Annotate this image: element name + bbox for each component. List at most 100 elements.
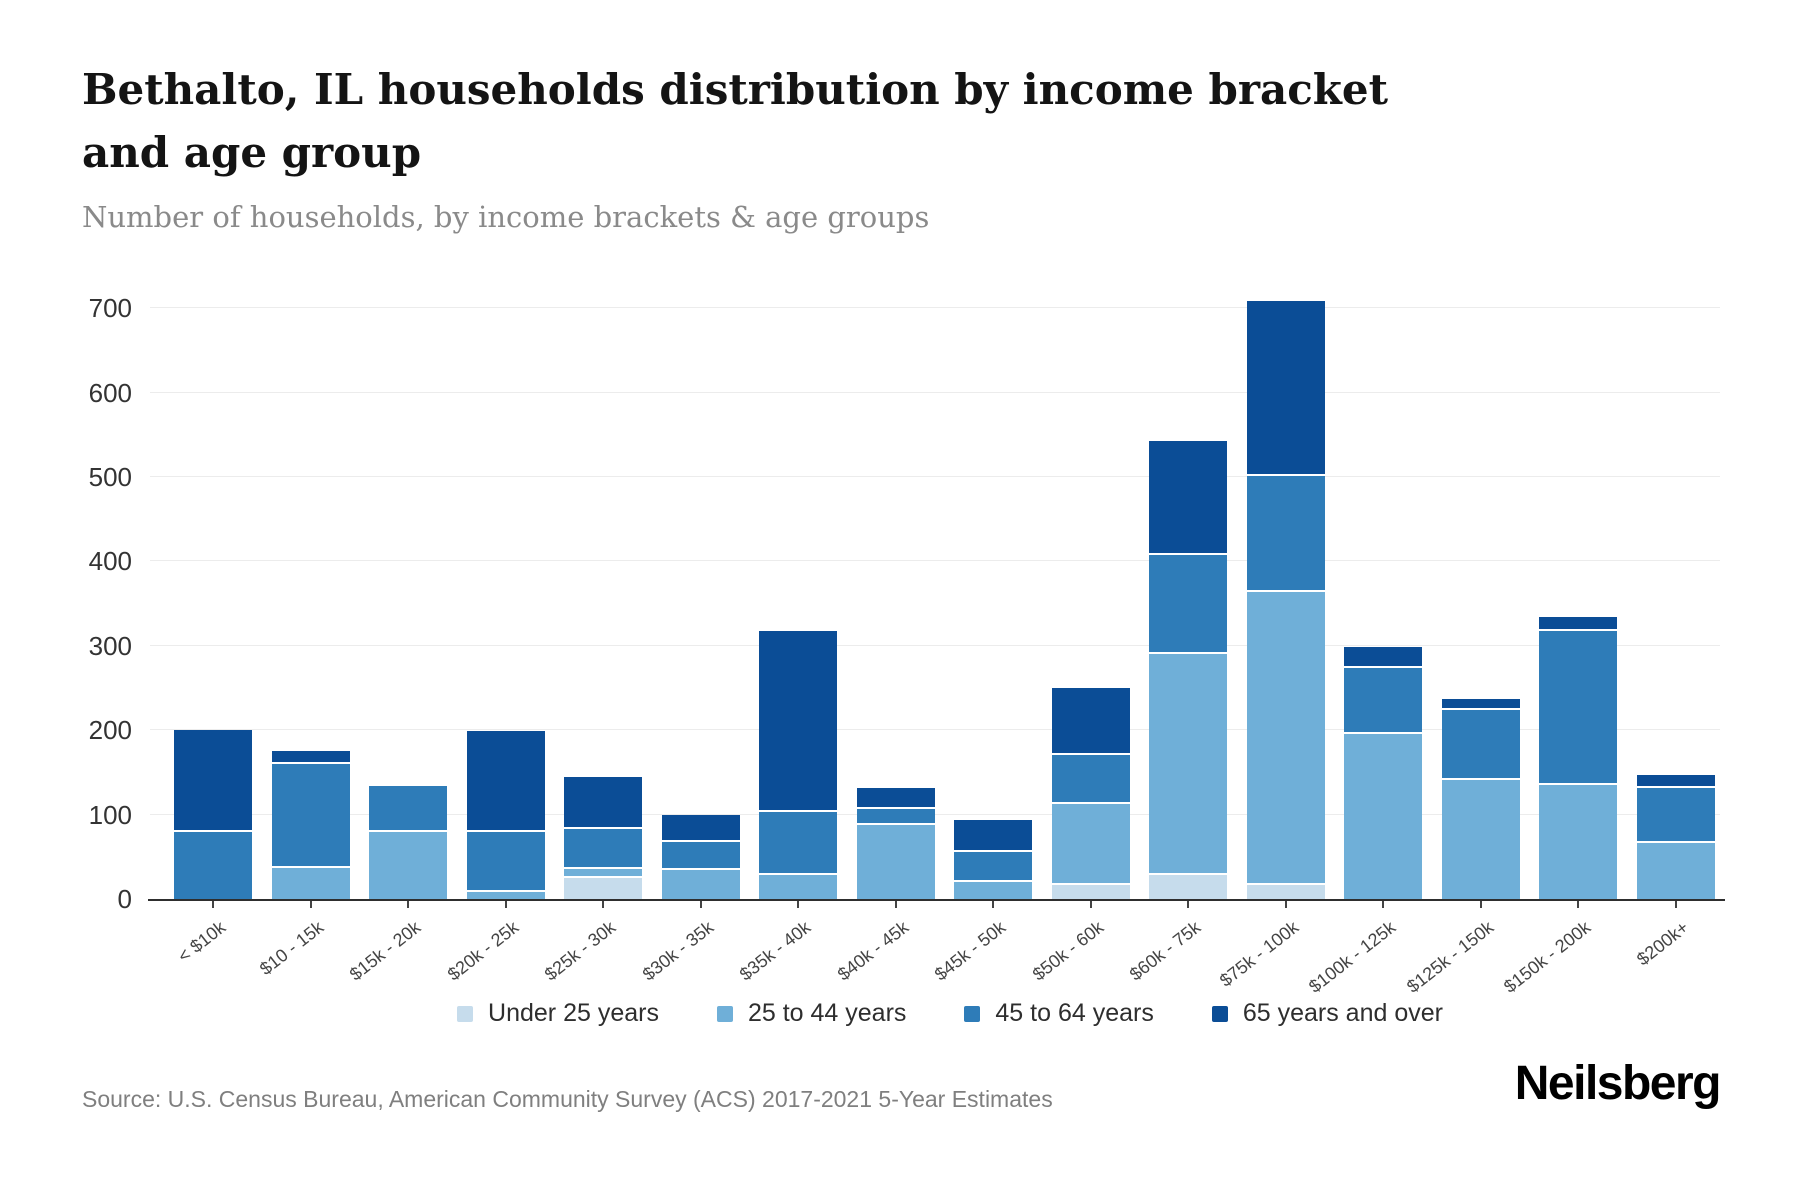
legend-label: Under 25 years <box>488 999 659 1027</box>
bar-segment-35k-40k-65-years-and-over[interactable] <box>759 630 837 813</box>
bar-segment-200k-45-to-64-years[interactable] <box>1636 788 1715 844</box>
bar-segment-20k-25k-65-years-and-over[interactable] <box>466 731 545 833</box>
bar-segment-50k-60k-under-25-years[interactable] <box>1051 884 1130 899</box>
bar-segment-60k-75k-under-25-years[interactable] <box>1149 875 1227 899</box>
bar-segment-200k-25-to-44-years[interactable] <box>1636 843 1715 899</box>
y-axis-label-200: 200 <box>88 715 132 746</box>
bar-segment-10-15k-25-to-44-years[interactable] <box>271 867 350 899</box>
x-tick <box>1284 901 1287 908</box>
y-axis-label-500: 500 <box>88 462 132 492</box>
y-axis-label-400: 400 <box>88 546 132 577</box>
bar-segment-20k-25k-45-to-64-years[interactable] <box>466 832 545 893</box>
bar-segment-40k-45k-25-to-44-years[interactable] <box>856 824 935 899</box>
bar-segment-75k-100k-45-to-64-years[interactable] <box>1246 476 1325 592</box>
bar-segment-10-15k-45-to-64-years[interactable] <box>271 763 350 868</box>
gridline-200 <box>150 729 1720 731</box>
bar-segment-35k-40k-25-to-44-years[interactable] <box>759 874 837 899</box>
y-axis-label-300: 300 <box>88 630 132 661</box>
bar-segment-60k-75k-65-years-and-over[interactable] <box>1149 440 1227 555</box>
chart-subtitle: Number of households, by income brackets… <box>82 200 930 234</box>
bar-segment-45k-50k-45-to-64-years[interactable] <box>954 851 1032 883</box>
bar-segment-25k-30k-under-25-years[interactable] <box>564 877 642 899</box>
x-tick <box>1577 901 1579 908</box>
x-tick <box>309 901 312 908</box>
bar-segment-10-15k-65-years-and-over[interactable] <box>271 751 350 764</box>
x-axis-line <box>148 899 1725 901</box>
bar-segment-125k-150k-25-to-44-years[interactable] <box>1441 780 1520 899</box>
x-tick <box>1089 901 1092 908</box>
y-axis: 0 100 200 300 400 500 600 700 <box>0 266 140 912</box>
bar-segment-10k-45-to-64-years[interactable] <box>174 832 252 899</box>
bar-segment-30k-35k-65-years-and-over[interactable] <box>661 815 740 843</box>
y-axis-label-600: 600 <box>88 377 132 408</box>
chart-title: Bethalto, IL households distribution by … <box>82 65 1389 177</box>
legend-swatch-under-25-years <box>457 1005 474 1022</box>
legend-swatch-25-to-44-years <box>716 1005 733 1022</box>
bar-segment-35k-40k-45-to-64-years[interactable] <box>759 812 837 875</box>
x-tick <box>992 901 994 908</box>
y-axis-label-100: 100 <box>88 799 132 830</box>
bar-segment-30k-35k-25-to-44-years[interactable] <box>661 870 740 899</box>
legend-item-45-to-64-years[interactable]: 45 to 64 years <box>964 999 1154 1028</box>
bar-segment-75k-100k-25-to-44-years[interactable] <box>1246 591 1325 885</box>
bar-segment-100k-125k-45-to-64-years[interactable] <box>1344 667 1422 734</box>
bar-segment-25k-30k-45-to-64-years[interactable] <box>564 828 642 870</box>
legend-item-under-25-years[interactable]: Under 25 years <box>457 999 659 1028</box>
gridline-300 <box>150 644 1720 646</box>
x-tick <box>1187 901 1189 908</box>
bar-segment-25k-30k-65-years-and-over[interactable] <box>564 776 642 829</box>
legend-label: 65 years and over <box>1242 999 1443 1027</box>
bar-segment-200k-65-years-and-over[interactable] <box>1636 774 1715 789</box>
plot-area <box>148 266 1725 908</box>
x-axis-labels: < $10k $10 - 15k $15k - 20k $20k - 25k $25k … <box>150 266 1770 997</box>
y-axis-label-0: 0 <box>117 884 132 914</box>
source-note: Source: U.S. Census Bureau, American Com… <box>82 1086 1053 1112</box>
gridline-100 <box>150 813 1720 815</box>
bar-segment-25k-30k-25-to-44-years[interactable] <box>564 869 642 878</box>
bar-segment-150k-200k-25-to-44-years[interactable] <box>1539 785 1617 899</box>
legend-label: 45 to 64 years <box>995 999 1154 1027</box>
bar-segment-30k-35k-45-to-64-years[interactable] <box>661 842 740 871</box>
bar-segment-15k-20k-45-to-64-years[interactable] <box>369 785 447 833</box>
bar-segment-50k-60k-45-to-64-years[interactable] <box>1051 754 1130 804</box>
bar-segment-40k-45k-45-to-64-years[interactable] <box>856 808 935 825</box>
bar-segment-60k-75k-25-to-44-years[interactable] <box>1149 654 1227 876</box>
bar-segment-150k-200k-45-to-64-years[interactable] <box>1539 631 1617 786</box>
bar-segment-10k-65-years-and-over[interactable] <box>174 730 252 833</box>
bar-segment-40k-45k-65-years-and-over[interactable] <box>856 788 935 809</box>
gridline-500 <box>150 476 1720 477</box>
bar-segment-125k-150k-45-to-64-years[interactable] <box>1441 709 1520 780</box>
bar-segment-45k-50k-25-to-44-years[interactable] <box>954 882 1032 899</box>
bar-segment-45k-50k-65-years-and-over[interactable] <box>954 819 1032 852</box>
x-tick <box>797 901 799 908</box>
legend-swatch-65-years-and-over <box>1211 1005 1228 1022</box>
bar-segment-15k-20k-25-to-44-years[interactable] <box>369 832 447 899</box>
bar-segment-125k-150k-65-years-and-over[interactable] <box>1441 698 1520 710</box>
legend: Under 25 years 25 to 44 years 45 to 64 y… <box>0 999 1800 1028</box>
bar-segment-100k-125k-65-years-and-over[interactable] <box>1344 646 1422 668</box>
bar-segment-75k-100k-under-25-years[interactable] <box>1246 884 1325 899</box>
x-tick <box>894 901 897 908</box>
bar-segment-150k-200k-65-years-and-over[interactable] <box>1539 617 1617 632</box>
legend-item-25-to-44-years[interactable]: 25 to 44 years <box>716 999 907 1028</box>
y-axis-label-700: 700 <box>88 293 132 324</box>
gridline-700 <box>150 307 1720 309</box>
x-tick <box>699 901 702 908</box>
x-tick <box>602 901 604 908</box>
bar-segment-75k-100k-65-years-and-over[interactable] <box>1246 301 1325 477</box>
x-tick <box>407 901 409 908</box>
gridline-400 <box>150 560 1720 562</box>
x-tick <box>212 901 214 908</box>
legend-item-65-years-and-over[interactable]: 65 years and over <box>1211 999 1443 1028</box>
bar-segment-20k-25k-25-to-44-years[interactable] <box>466 892 545 899</box>
bar-segment-60k-75k-45-to-64-years[interactable] <box>1149 554 1227 655</box>
bar-segment-50k-60k-65-years-and-over[interactable] <box>1051 688 1130 755</box>
bar-segment-100k-125k-25-to-44-years[interactable] <box>1344 733 1422 899</box>
legend-swatch-45-to-64-years <box>964 1005 981 1022</box>
neilsberg-logo[interactable]: Neilsberg <box>1514 1057 1722 1110</box>
gridline-600 <box>150 391 1720 393</box>
legend-label: 25 to 44 years <box>747 999 907 1027</box>
bar-segment-50k-60k-25-to-44-years[interactable] <box>1051 803 1130 885</box>
x-tick <box>1382 901 1384 908</box>
x-tick <box>1674 901 1677 908</box>
